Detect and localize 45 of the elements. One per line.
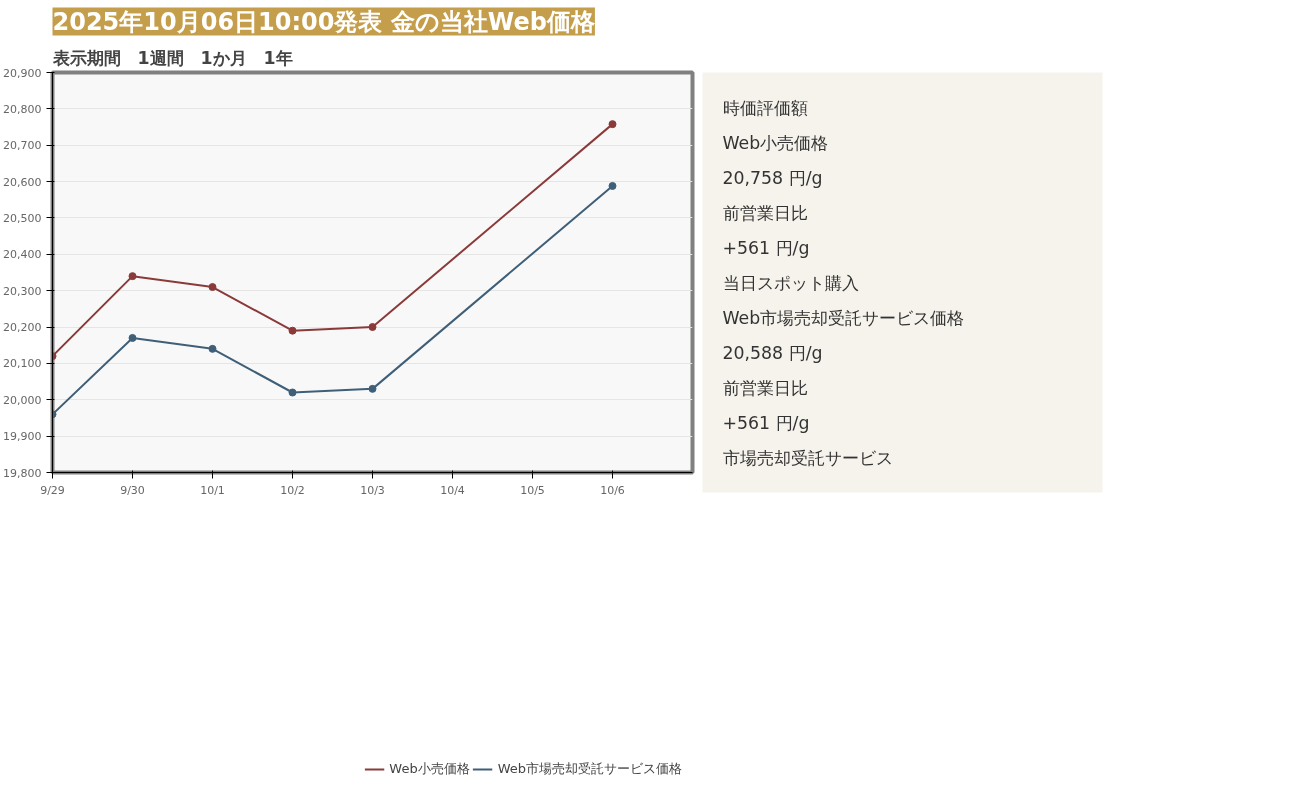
y-tick-label: 20,200: [3, 321, 42, 335]
x-tick-label: 10/3: [360, 483, 385, 497]
y-tick-label: 20,400: [3, 248, 42, 262]
text: 20,758 円/g: [722, 167, 823, 188]
legend-label: Web小売価格: [389, 760, 470, 778]
x-tick-label: 9/30: [120, 483, 145, 497]
y-tick-label: 20,800: [3, 102, 42, 116]
chart-subtitle: 表示期間 1週間 1か月 1年: [51, 47, 293, 68]
y-tick-label: 20,900: [3, 66, 42, 80]
text: Web市場売却受託サービス価格: [722, 307, 965, 328]
point: [608, 120, 617, 129]
text: +561 円/g: [722, 412, 810, 433]
text: 当日スポット購入: [722, 272, 859, 293]
text: Web小売価格: [722, 132, 829, 153]
x-tick-label: 10/5: [520, 483, 545, 497]
y-tick-label: 20,300: [3, 284, 42, 298]
point: [368, 323, 377, 332]
y-tick-label: 20,500: [3, 211, 42, 225]
point: [208, 344, 217, 353]
x-tick-label: 10/4: [440, 483, 465, 497]
text: 時価評価額: [722, 97, 808, 118]
x-tick-label: 10/6: [600, 483, 625, 497]
y-tick-label: 19,800: [3, 466, 42, 480]
point: [128, 333, 137, 342]
point: [368, 384, 377, 393]
y-tick-label: 20,600: [3, 175, 42, 189]
text: +561 円/g: [722, 237, 810, 258]
y-tick-label: 20,700: [3, 139, 42, 153]
point: [288, 326, 297, 335]
point: [608, 181, 617, 190]
chart-title: 2025年10月06日10:00発表 金の当社Web価格: [52, 7, 596, 36]
y-tick-label: 20,000: [3, 393, 42, 407]
text: 前営業日比: [722, 202, 808, 223]
text: 前営業日比: [722, 377, 808, 398]
x-tick-label: 10/2: [280, 483, 305, 497]
legend-label: Web市場売却受託サービス価格: [497, 760, 682, 778]
x-tick-label: 10/1: [200, 483, 225, 497]
y-tick-label: 19,900: [3, 430, 42, 444]
text: 市場売却受託サービス: [722, 447, 893, 468]
point: [208, 283, 217, 292]
point: [288, 388, 297, 397]
y-tick-label: 20,100: [3, 357, 42, 371]
text: 20,588 円/g: [722, 342, 823, 363]
x-tick-label: 9/29: [40, 483, 65, 497]
point: [128, 272, 137, 281]
